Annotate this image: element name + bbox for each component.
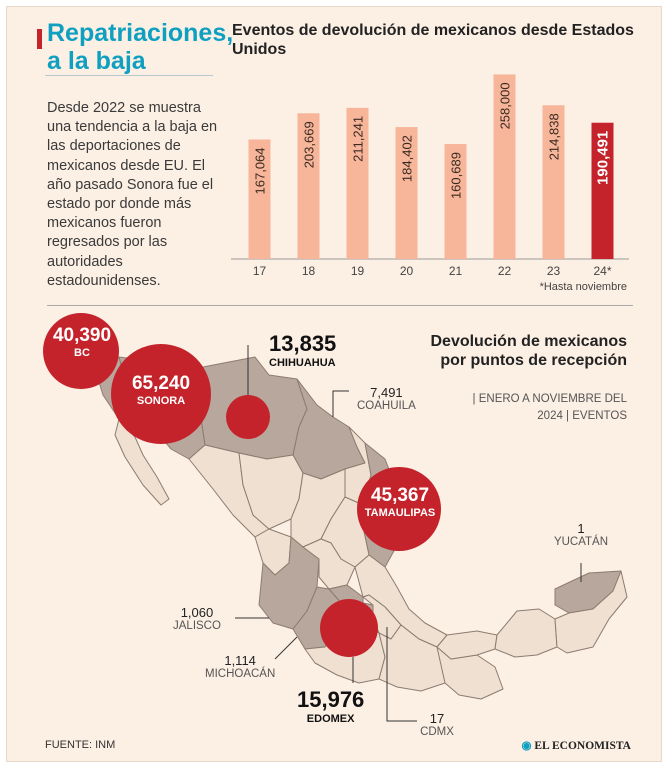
tabasco-state: [436, 630, 498, 660]
chihuahua-state: CHIHUAHUA: [269, 357, 336, 369]
headline-line-1: Repatriaciones,: [47, 19, 234, 47]
yucatan-state: YUCATÁN: [553, 536, 609, 548]
bar-23: [542, 105, 565, 259]
campeche-state: [494, 608, 558, 658]
headline-accent-bar: [37, 29, 42, 49]
data-label-18: 203,669: [302, 121, 317, 168]
infographic: Repatriaciones, a la baja Desde 2022 se …: [6, 6, 662, 762]
chart-title: Eventos de devolución de mexicanos desde…: [232, 22, 634, 58]
data-label-19: 211,241: [351, 116, 366, 162]
cdmx-leader: [386, 627, 417, 722]
headline: Repatriaciones, a la baja: [47, 19, 234, 75]
data-label-22: 258,000: [498, 82, 513, 129]
x-tick-20: 20: [400, 264, 414, 278]
coahuila-leader: [332, 390, 349, 417]
jalisco-state: [258, 536, 320, 630]
x-tick-23: 23: [547, 264, 561, 278]
headline-rule: [45, 75, 213, 76]
coahuila-state: COAHUILA: [357, 400, 416, 412]
bar-19: [346, 107, 369, 259]
michoacan-state: MICHOACÁN: [205, 668, 276, 680]
bar-chart: 167,064 17 203,669 18 211,241 19 184,402 20 160,…: [231, 74, 629, 278]
jalisco-state: JALISCO: [173, 620, 221, 632]
chihuahua-value: 13,835: [269, 331, 337, 356]
jalisco-label: 1,060 JALISCO: [173, 605, 221, 632]
yucatan-label: 1 YUCATÁN: [547, 521, 615, 548]
chihuahua-circle: [226, 395, 270, 439]
bar-21: [444, 144, 467, 259]
bar-17: [248, 139, 271, 259]
brand-logo: ◉ EL ECONOMISTA: [521, 738, 631, 752]
cdmx-state: CDMX: [420, 726, 454, 738]
source-note: FUENTE: INM: [45, 739, 116, 751]
quintana-roo-state: [554, 570, 628, 654]
coahuila-state: [292, 378, 366, 480]
sonora-state: SONORA: [136, 395, 186, 407]
map-circles: [43, 313, 441, 657]
section-divider: [47, 305, 633, 306]
data-label-20: 184,402: [400, 135, 415, 182]
edomex-value: 15,976: [297, 687, 365, 712]
tamaulipas-state: TAMAULIPAS: [364, 507, 436, 519]
brand-name: EL ECONOMISTA: [534, 740, 631, 752]
coahuila-label: 7,491 COAHUILA: [357, 385, 416, 412]
data-label-17: 167,064: [253, 147, 268, 194]
tamaulipas-label: 45,367 TAMAULIPAS: [359, 485, 441, 519]
data-label-23: 214,838: [547, 113, 562, 160]
cdmx-label: 17 CDMX: [419, 711, 455, 738]
bc-label: 40,390 BC: [47, 325, 117, 359]
intro-text: Desde 2022 se muestra una tendencia a la…: [47, 100, 218, 289]
central-states: [302, 538, 356, 590]
baja-california-sur-state: [114, 418, 170, 506]
edomex-state: EDOMEX: [306, 713, 355, 725]
x-tick-21: 21: [449, 264, 463, 278]
bar-24*: [591, 122, 614, 259]
michoacan-label: 1,114 MICHOACÁN: [205, 653, 275, 680]
michoacan-leader: [274, 636, 298, 660]
data-label-21: 160,689: [449, 152, 464, 199]
edomex-label: 15,976 EDOMEX: [297, 687, 364, 725]
tamaulipas-circle: [357, 467, 441, 551]
sonora-label: 65,240 SONORA: [119, 373, 203, 407]
brand-icon: ◉: [521, 740, 532, 752]
x-tick-18: 18: [302, 264, 316, 278]
edomex-circle: [320, 599, 378, 657]
x-tick-22: 22: [498, 264, 512, 278]
chihuahua-label: 13,835 CHIHUAHUA: [269, 331, 336, 369]
map-subtitle: | ENERO A NOVIEMBRE DEL 2024 | EVENTOS: [457, 391, 627, 425]
x-tick-19: 19: [351, 264, 365, 278]
bar-22: [493, 74, 516, 259]
tamaulipas-value: 45,367: [370, 485, 430, 506]
bc-value: 40,390: [52, 325, 112, 346]
yucatan-value: 1: [577, 521, 585, 536]
x-tick-24*: 24*: [593, 264, 611, 278]
leader-lines: [235, 345, 582, 722]
map-subtitle-line-2: 2024 | EVENTOS: [537, 410, 627, 422]
sonora-value: 65,240: [131, 373, 191, 394]
map-subtitle-line-1: | ENERO A NOVIEMBRE DEL: [472, 393, 627, 405]
bar-18: [297, 113, 320, 259]
jalisco-value: 1,060: [180, 605, 214, 620]
bc-circle: [43, 313, 119, 389]
bar-20: [395, 127, 418, 259]
headline-line-2: a la baja: [47, 47, 146, 75]
x-tick-17: 17: [253, 264, 267, 278]
coahuila-value: 7,491: [370, 385, 403, 400]
bc-state: BC: [74, 347, 90, 359]
mexico-map: [43, 313, 628, 722]
data-label-24*: 190,491: [595, 131, 612, 185]
michoacan-value: 1,114: [224, 653, 256, 668]
sonora-circle: [111, 344, 211, 444]
cdmx-value: 17: [429, 711, 445, 726]
map-title: Devolución de mexicanos por puntos de re…: [430, 333, 627, 369]
chart-footnote: *Hasta noviembre: [539, 281, 627, 293]
